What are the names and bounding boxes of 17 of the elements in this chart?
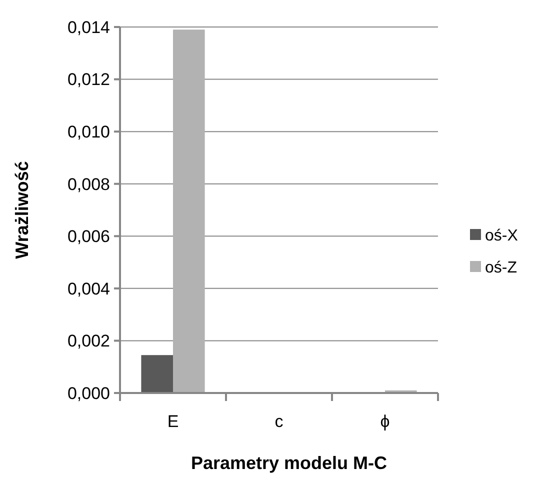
- y-tick-label: 0,010: [67, 122, 110, 142]
- legend-label: oś-Z: [485, 260, 518, 277]
- y-tick-label: 0,012: [67, 70, 110, 90]
- x-axis-title: Parametry modelu M-C: [190, 453, 388, 473]
- y-tick-label: 0,004: [67, 279, 110, 298]
- bar: [173, 30, 205, 393]
- legend-label: oś-X: [485, 228, 518, 245]
- x-tick-label: ϕ: [380, 412, 390, 431]
- x-tick-label: c: [274, 412, 284, 431]
- y-tick-label: 0,000: [67, 384, 110, 403]
- y-tick-label: 0,014: [67, 18, 110, 37]
- y-tick-label: 0,008: [67, 174, 110, 194]
- y-tick-label: 0,002: [67, 332, 110, 351]
- x-tick-label: E: [167, 412, 179, 431]
- y-tick-label: 0,006: [67, 227, 110, 246]
- bar: [141, 355, 173, 393]
- y-axis-title: Wrażliwość: [12, 161, 32, 259]
